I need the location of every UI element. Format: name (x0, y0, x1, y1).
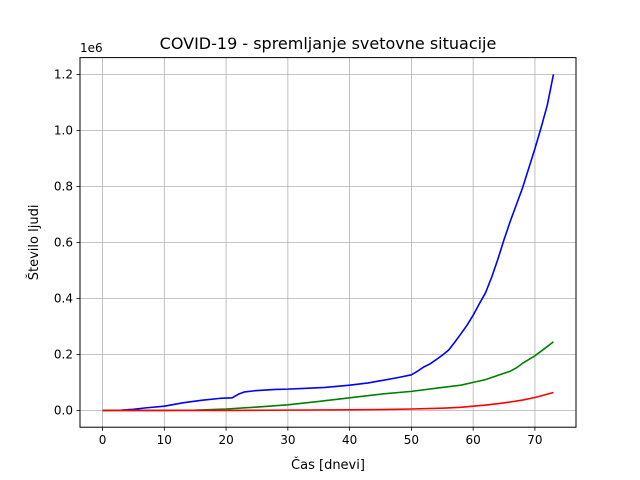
x-tick-label: 60 (466, 433, 481, 447)
y-axis-offset-text: 1e6 (80, 41, 103, 55)
grid-lines (80, 57, 576, 428)
x-tick-label: 20 (218, 433, 233, 447)
series-lines (102, 74, 555, 412)
x-tick-label: 0 (99, 433, 107, 447)
y-tick-label: 0.0 (54, 404, 73, 418)
x-tick-label: 70 (527, 433, 542, 447)
y-tick-label: 1.2 (54, 68, 73, 82)
chart-title: COVID-19 - spremljanje svetovne situacij… (160, 34, 497, 53)
x-tick-label: 40 (342, 433, 357, 447)
series-line-1 (102, 74, 555, 412)
series-line-3 (102, 391, 554, 412)
x-axis-label: Čas [dnevi] (291, 457, 365, 473)
y-tick-label: 0.6 (54, 236, 73, 250)
y-tick-label: 0.8 (54, 180, 73, 194)
x-tick-label: 50 (404, 433, 419, 447)
y-tick-label: 0.2 (54, 348, 73, 362)
y-tick-label: 1.0 (54, 124, 73, 138)
axis-ticks: 0 10 20 30 40 50 60 70 0.0 0.2 0.4 0.6 0.8 1.0 1.2 (54, 68, 543, 448)
x-tick-label: 10 (157, 433, 172, 447)
series-line-2 (102, 341, 554, 412)
y-tick-label: 0.4 (54, 292, 73, 306)
y-axis-label: Število ljudi (26, 205, 42, 281)
x-tick-label: 30 (280, 433, 295, 447)
